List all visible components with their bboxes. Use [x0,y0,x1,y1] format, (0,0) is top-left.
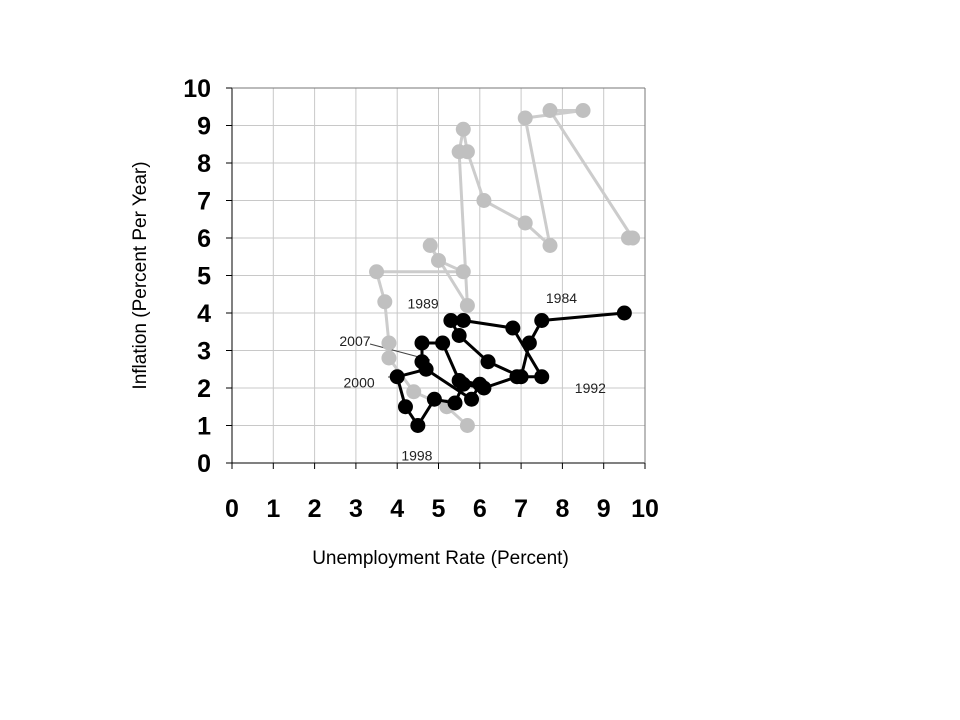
series-1 [369,103,641,433]
data-point [476,193,492,208]
data-point [517,215,533,231]
data-point [410,418,426,433]
grid-lines [232,88,645,463]
data-point [459,144,475,160]
data-point [406,384,422,400]
y-tick-label: 0 [197,450,211,478]
data-point [505,320,521,336]
data-series [369,103,641,433]
y-tick-label: 6 [197,225,211,253]
data-point [397,399,413,415]
y-tick-label: 9 [197,113,211,141]
data-point [542,103,558,118]
series-line [375,109,635,427]
x-tick-label: 1 [266,495,280,523]
year-label: 2000 [344,374,375,390]
x-tick-label: 8 [555,495,569,523]
data-point [509,369,525,385]
data-point [480,354,496,370]
year-label: 1984 [546,290,577,306]
x-tick-label: 2 [308,495,322,523]
year-label: 1998 [401,448,432,464]
data-point [451,373,467,388]
x-axis-title: Unemployment Rate (Percent) [312,548,569,569]
data-point [616,305,632,321]
y-tick-label: 2 [197,375,211,403]
data-point [414,335,430,351]
x-tick-label: 9 [597,495,611,523]
data-point [431,253,446,268]
year-label: 1992 [575,380,606,396]
x-tick-label: 7 [514,495,528,523]
data-point [455,313,471,328]
series-2 [389,305,632,433]
y-tick-label: 8 [197,150,211,178]
year-label: 2007 [339,333,370,349]
x-tick-label: 3 [349,495,363,523]
data-point [389,369,405,385]
y-tick-label: 4 [197,300,211,328]
x-tick-label: 6 [473,495,487,523]
data-point [455,121,471,137]
data-point [447,395,463,411]
data-point [369,264,385,280]
data-point [534,313,550,328]
data-point [422,238,438,253]
data-point [451,328,467,343]
x-tick-label: 4 [390,495,404,523]
y-tick-labels: 0 1 2 3 4 5 6 7 8 9 10 [183,75,211,478]
x-tick-labels: 0 1 2 3 4 5 6 7 8 9 10 [225,495,659,523]
x-tick-label: 10 [631,495,659,523]
data-point [381,335,397,351]
data-point [414,354,430,370]
x-tick-label: 5 [432,495,446,523]
data-point [575,103,591,118]
year-label: 1989 [408,296,439,312]
data-point [464,391,480,407]
data-point [459,298,475,313]
data-point [517,110,533,126]
data-point [377,294,393,310]
y-tick-label: 1 [197,413,211,441]
y-tick-label: 3 [197,338,211,366]
data-point [381,350,397,366]
data-point [620,230,636,246]
data-point [534,369,550,385]
y-axis-title: Inflation (Percent Per Year) [130,161,151,389]
y-tick-label: 10 [183,75,211,103]
year-annotations: 1984 1989 2007 2000 1992 1998 [339,290,606,464]
y-tick-label: 7 [197,188,211,216]
data-point [521,335,537,351]
data-point [459,418,475,433]
data-point [542,238,558,253]
data-point [455,264,471,280]
plot-frame [226,87,646,469]
data-point [443,313,459,328]
data-point [426,391,442,407]
data-point [472,376,488,392]
y-tick-label: 5 [197,263,211,291]
data-point [435,335,451,351]
x-tick-label: 0 [225,495,239,523]
